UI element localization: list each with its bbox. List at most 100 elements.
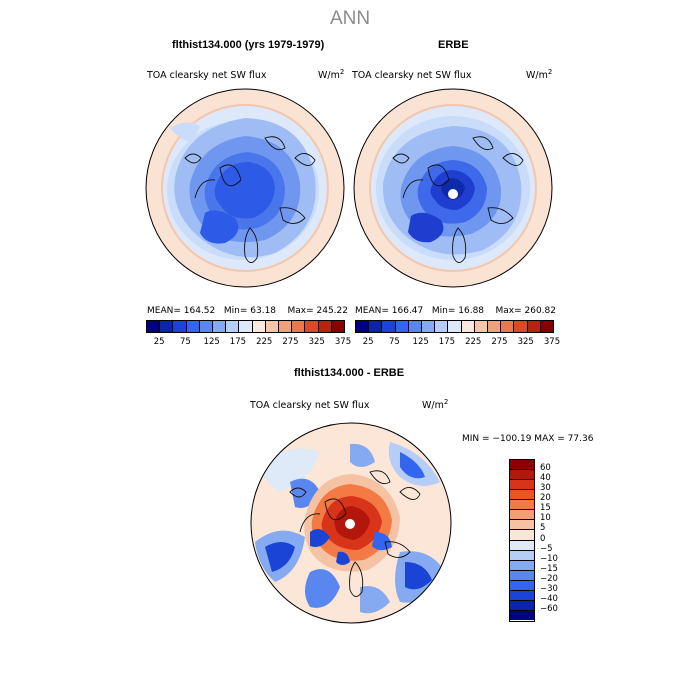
diff-colorbar-tick-label: −15	[540, 563, 558, 574]
right-panel-title: ERBE	[438, 39, 469, 51]
right-colorbar-swatch	[461, 321, 475, 332]
left-colorbar-swatch	[213, 321, 227, 332]
diff-colorbar-tick-label: 60	[540, 463, 551, 474]
left-colorbar-tick-label: 25	[153, 337, 165, 347]
diff-colorbar-swatch	[510, 580, 534, 591]
right-units: W/m2	[526, 68, 553, 82]
left-colorbar-swatch	[292, 321, 306, 332]
left-colorbar-swatch	[265, 321, 280, 332]
diff-range-text: MIN = −100.19 MAX = 77.36	[462, 434, 594, 444]
left-colorbar-swatch	[147, 321, 161, 332]
left-colorbar-tick-label: 75	[179, 337, 191, 347]
right-colorbar-swatch	[474, 321, 489, 332]
diff-colorbar-swatch	[510, 510, 534, 521]
left-colorbar-swatch	[186, 321, 200, 332]
left-colorbar-tick-label: 375	[334, 337, 352, 347]
right-colorbar-swatch	[395, 321, 409, 332]
diff-panel-title: flthist134.000 - ERBE	[294, 367, 405, 379]
left-colorbar-tick-label: 125	[203, 337, 220, 347]
right-colorbar-ticks: 25 75 125 175 225 275 325 375	[355, 337, 560, 349]
diff-colorbar-tick-label: −40	[540, 593, 558, 604]
left-min: 63.18	[250, 306, 277, 316]
right-colorbar-tick-label: 325	[517, 337, 534, 347]
right-colorbar-swatch	[527, 321, 541, 332]
left-colorbar-ticks: 25 75 125 175 225 275 325 375	[146, 337, 351, 349]
right-colorbar-tick-label: 25	[362, 337, 374, 347]
left-colorbar-swatch	[226, 321, 240, 332]
diff-colorbar-swatch	[510, 500, 534, 511]
diff-units: W/m2	[422, 398, 449, 412]
diff-colorbar-swatch	[510, 470, 534, 481]
right-colorbar-tick-label: 375	[543, 337, 561, 347]
diff-colorbar-tick-label: 30	[540, 483, 551, 494]
left-colorbar-swatch	[160, 321, 174, 332]
right-colorbar-swatch	[422, 321, 436, 332]
diff-colorbar-tick-label: −30	[540, 583, 558, 594]
diff-colorbar-swatch	[510, 490, 534, 501]
right-colorbar-swatch	[356, 321, 370, 332]
diff-colorbar-swatch	[510, 530, 534, 541]
right-colorbar-tick-label: 175	[438, 337, 456, 347]
right-colorbar-tick-label: 75	[388, 337, 400, 347]
right-colorbar-swatch	[501, 321, 515, 332]
diff-colorbar-swatch	[510, 550, 534, 561]
diff-colorbar-tick-label: −10	[540, 553, 558, 564]
diff-polar-map	[250, 422, 452, 624]
diff-colorbar-swatch	[510, 570, 534, 581]
right-colorbar-swatch	[435, 321, 449, 332]
right-colorbar-swatch	[408, 321, 423, 332]
diff-variable-label: TOA clearsky net SW flux	[250, 400, 370, 411]
right-colorbar-swatch	[514, 321, 528, 332]
left-colorbar-swatch	[305, 321, 319, 332]
right-colorbar-tick-label: 275	[491, 337, 508, 347]
diff-colorbar-tick-label: −60	[540, 603, 558, 614]
right-max: 260.82	[524, 306, 557, 316]
left-colorbar-tick-label: 275	[282, 337, 299, 347]
diff-colorbar-swatch	[510, 480, 534, 491]
right-colorbar-swatch	[488, 321, 502, 332]
right-colorbar	[355, 320, 554, 333]
left-colorbar-swatch	[239, 321, 253, 332]
diff-colorbar-tick-label: 5	[540, 523, 546, 534]
diff-colorbar-tick-label: 0	[540, 533, 546, 544]
diff-colorbar	[509, 459, 535, 622]
left-colorbar-swatch	[199, 321, 214, 332]
diff-colorbar-swatch	[510, 600, 534, 611]
diff-colorbar-tick-label: 20	[540, 493, 551, 504]
diff-colorbar-swatch	[510, 610, 534, 620]
left-colorbar-tick-label: 325	[308, 337, 325, 347]
diff-colorbar-tick-label: 40	[540, 473, 551, 484]
left-colorbar-swatch	[318, 321, 332, 332]
left-colorbar-swatch	[173, 321, 187, 332]
diff-colorbar-swatch	[510, 560, 534, 571]
right-colorbar-tick-label: 125	[412, 337, 429, 347]
right-mean: 166.47	[391, 306, 424, 316]
diff-colorbar-swatch	[510, 590, 534, 601]
left-polar-map	[145, 88, 345, 288]
right-variable-label: TOA clearsky net SW flux	[352, 70, 472, 81]
right-colorbar-tick-label: 225	[465, 337, 482, 347]
diff-colorbar-swatch	[510, 540, 534, 551]
diff-colorbar-tick-label: −20	[540, 573, 558, 584]
left-mean: 164.52	[183, 306, 216, 316]
plot-title: ANN	[329, 8, 371, 29]
right-min: 16.88	[458, 306, 485, 316]
diff-colorbar-tick-label: 10	[540, 513, 551, 524]
diff-colorbar-ticks: 60 40 30 20 15 10 5 0 −5 −10 −15 −20 −30 −40 −60	[540, 459, 580, 620]
left-colorbar-swatch	[252, 321, 266, 332]
left-colorbar	[146, 320, 345, 333]
left-colorbar-swatch	[279, 321, 293, 332]
right-colorbar-swatch	[382, 321, 396, 332]
left-max: 245.22	[316, 306, 349, 316]
right-colorbar-swatch	[448, 321, 462, 332]
right-polar-map	[353, 88, 553, 288]
right-stats: MEAN= 166.47 Min= 16.88 Max= 260.82	[355, 306, 556, 316]
diff-colorbar-tick-label: 15	[540, 503, 551, 514]
left-units: W/m2	[318, 68, 345, 82]
left-stats: MEAN= 164.52 Min= 63.18 Max= 245.22	[147, 306, 348, 316]
left-colorbar-tick-label: 225	[256, 337, 273, 347]
left-colorbar-swatch	[331, 321, 345, 332]
right-colorbar-swatch	[369, 321, 383, 332]
diff-colorbar-swatch	[510, 460, 534, 471]
